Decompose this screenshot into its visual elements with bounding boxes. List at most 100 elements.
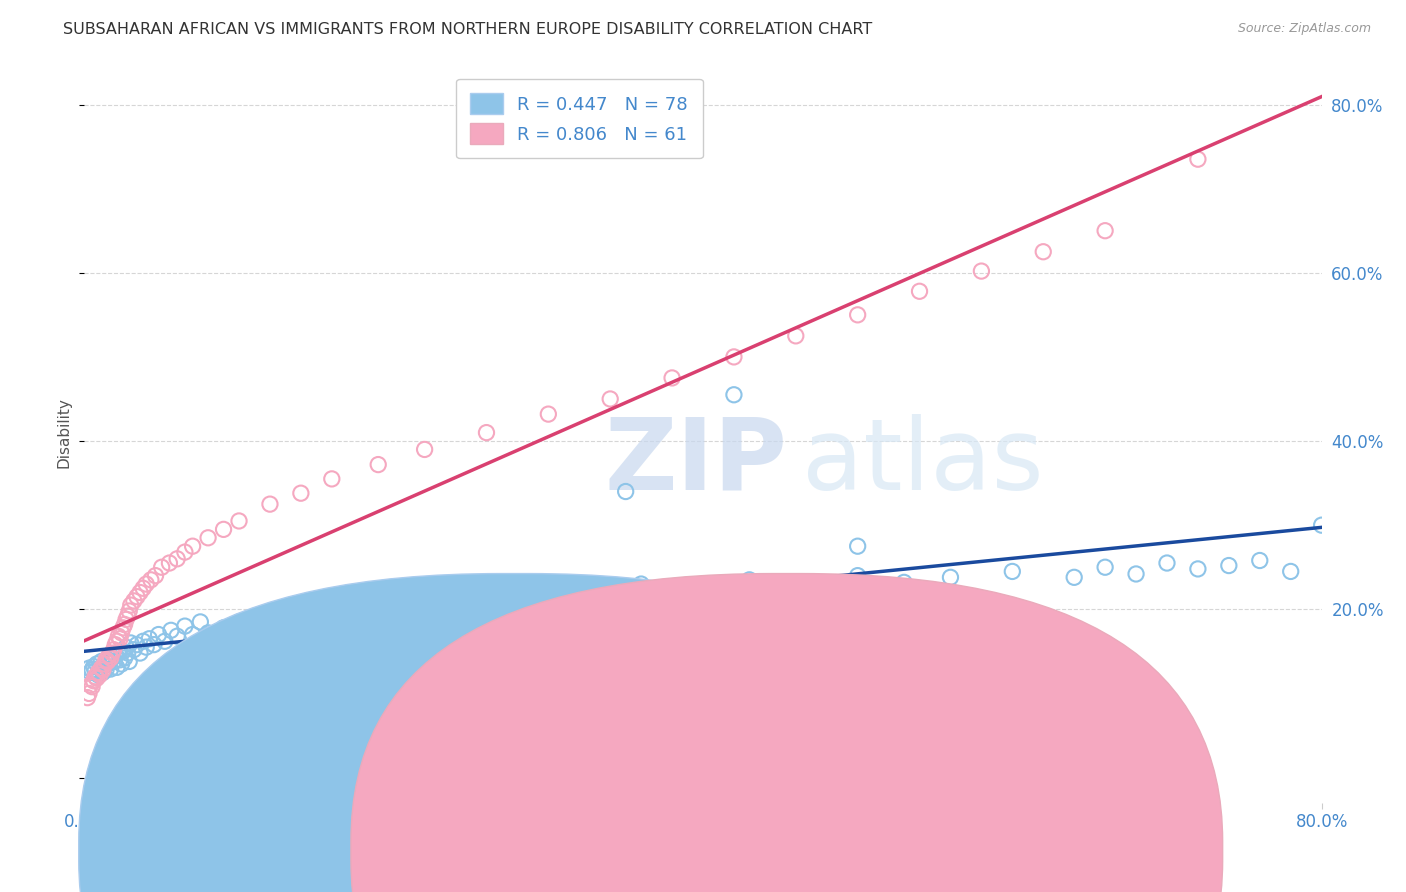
Point (1249, 553, 1271, 567)
Point (630, 577, 652, 591)
Point (98, 648, 121, 663)
Point (107, 629, 129, 643)
Point (846, 568, 869, 582)
Point (343, 598, 366, 612)
Text: SUBSAHARAN AFRICAN VS IMMIGRANTS FROM NORTHERN EUROPE DISABILITY CORRELATION CHA: SUBSAHARAN AFRICAN VS IMMIGRANTS FROM NO… (63, 22, 873, 37)
Point (491, 590, 513, 604)
Point (1310, 518, 1333, 533)
Point (785, 329, 807, 343)
Point (93, 658, 115, 673)
Point (259, 607, 281, 621)
Point (583, 587, 606, 601)
Point (1187, 562, 1209, 576)
Point (599, 392, 621, 406)
Point (145, 568, 167, 582)
Legend: R = 0.447   N = 78, R = 0.806   N = 61: R = 0.447 N = 78, R = 0.806 N = 61 (456, 78, 703, 159)
Point (117, 609, 139, 624)
Point (692, 581, 714, 595)
Point (738, 573, 761, 587)
Point (108, 632, 131, 646)
Point (174, 545, 197, 559)
Point (297, 602, 319, 616)
Point (939, 570, 962, 584)
Point (181, 539, 204, 553)
Point (228, 514, 250, 528)
Point (96, 653, 118, 667)
Point (188, 615, 211, 629)
Point (367, 594, 389, 608)
Point (77, 686, 100, 700)
Point (290, 486, 312, 500)
Point (87, 665, 110, 680)
Point (537, 407, 560, 421)
Point (181, 627, 204, 641)
Point (90, 655, 112, 669)
Point (661, 371, 683, 385)
Point (1125, 566, 1147, 581)
Point (1094, 560, 1116, 574)
Point (537, 581, 560, 595)
Point (413, 442, 436, 457)
Point (135, 577, 157, 591)
Point (908, 285, 931, 299)
Point (94, 663, 117, 677)
Point (91, 663, 114, 677)
Point (103, 655, 125, 669)
Point (150, 560, 173, 574)
Point (83, 673, 105, 688)
Text: Sub-Saharan Africans: Sub-Saharan Africans (534, 844, 699, 858)
Point (101, 646, 124, 660)
Point (153, 634, 176, 648)
Point (212, 522, 235, 536)
Point (79, 665, 101, 680)
Point (84, 664, 107, 678)
Point (1187, 152, 1209, 166)
Point (1218, 558, 1240, 573)
Point (83, 659, 105, 673)
Point (197, 531, 219, 545)
Point (160, 624, 183, 638)
Point (117, 646, 139, 660)
Point (94, 653, 117, 667)
Point (110, 625, 132, 640)
Point (115, 640, 138, 655)
Point (91, 665, 114, 680)
Point (112, 644, 135, 658)
Point (115, 612, 138, 626)
Y-axis label: Disability: Disability (56, 397, 72, 468)
Point (118, 655, 141, 669)
Text: Source: ZipAtlas.com: Source: ZipAtlas.com (1237, 22, 1371, 36)
Point (105, 634, 128, 648)
Point (259, 497, 281, 511)
Point (107, 646, 129, 660)
Point (100, 651, 122, 665)
Point (84, 670, 107, 684)
Point (76, 690, 98, 705)
Point (1001, 565, 1024, 579)
Point (460, 585, 482, 599)
Point (125, 638, 148, 652)
Point (197, 625, 219, 640)
Point (122, 594, 145, 608)
Point (139, 573, 162, 587)
Point (1094, 224, 1116, 238)
Point (120, 598, 142, 612)
Point (89, 668, 111, 682)
Point (367, 458, 389, 472)
Point (112, 621, 135, 635)
Point (82, 663, 104, 677)
Point (1063, 570, 1085, 584)
Text: ZIP: ZIP (605, 414, 787, 511)
Point (614, 484, 637, 499)
Point (114, 651, 136, 665)
Point (166, 629, 188, 643)
Point (132, 634, 155, 648)
Point (90, 661, 112, 675)
Point (475, 425, 498, 440)
Point (104, 648, 127, 663)
Text: Immigrants from Northern Europe: Immigrants from Northern Europe (807, 844, 1066, 858)
Point (87, 668, 110, 682)
Point (148, 627, 170, 641)
Point (970, 264, 993, 278)
Point (86, 671, 108, 685)
